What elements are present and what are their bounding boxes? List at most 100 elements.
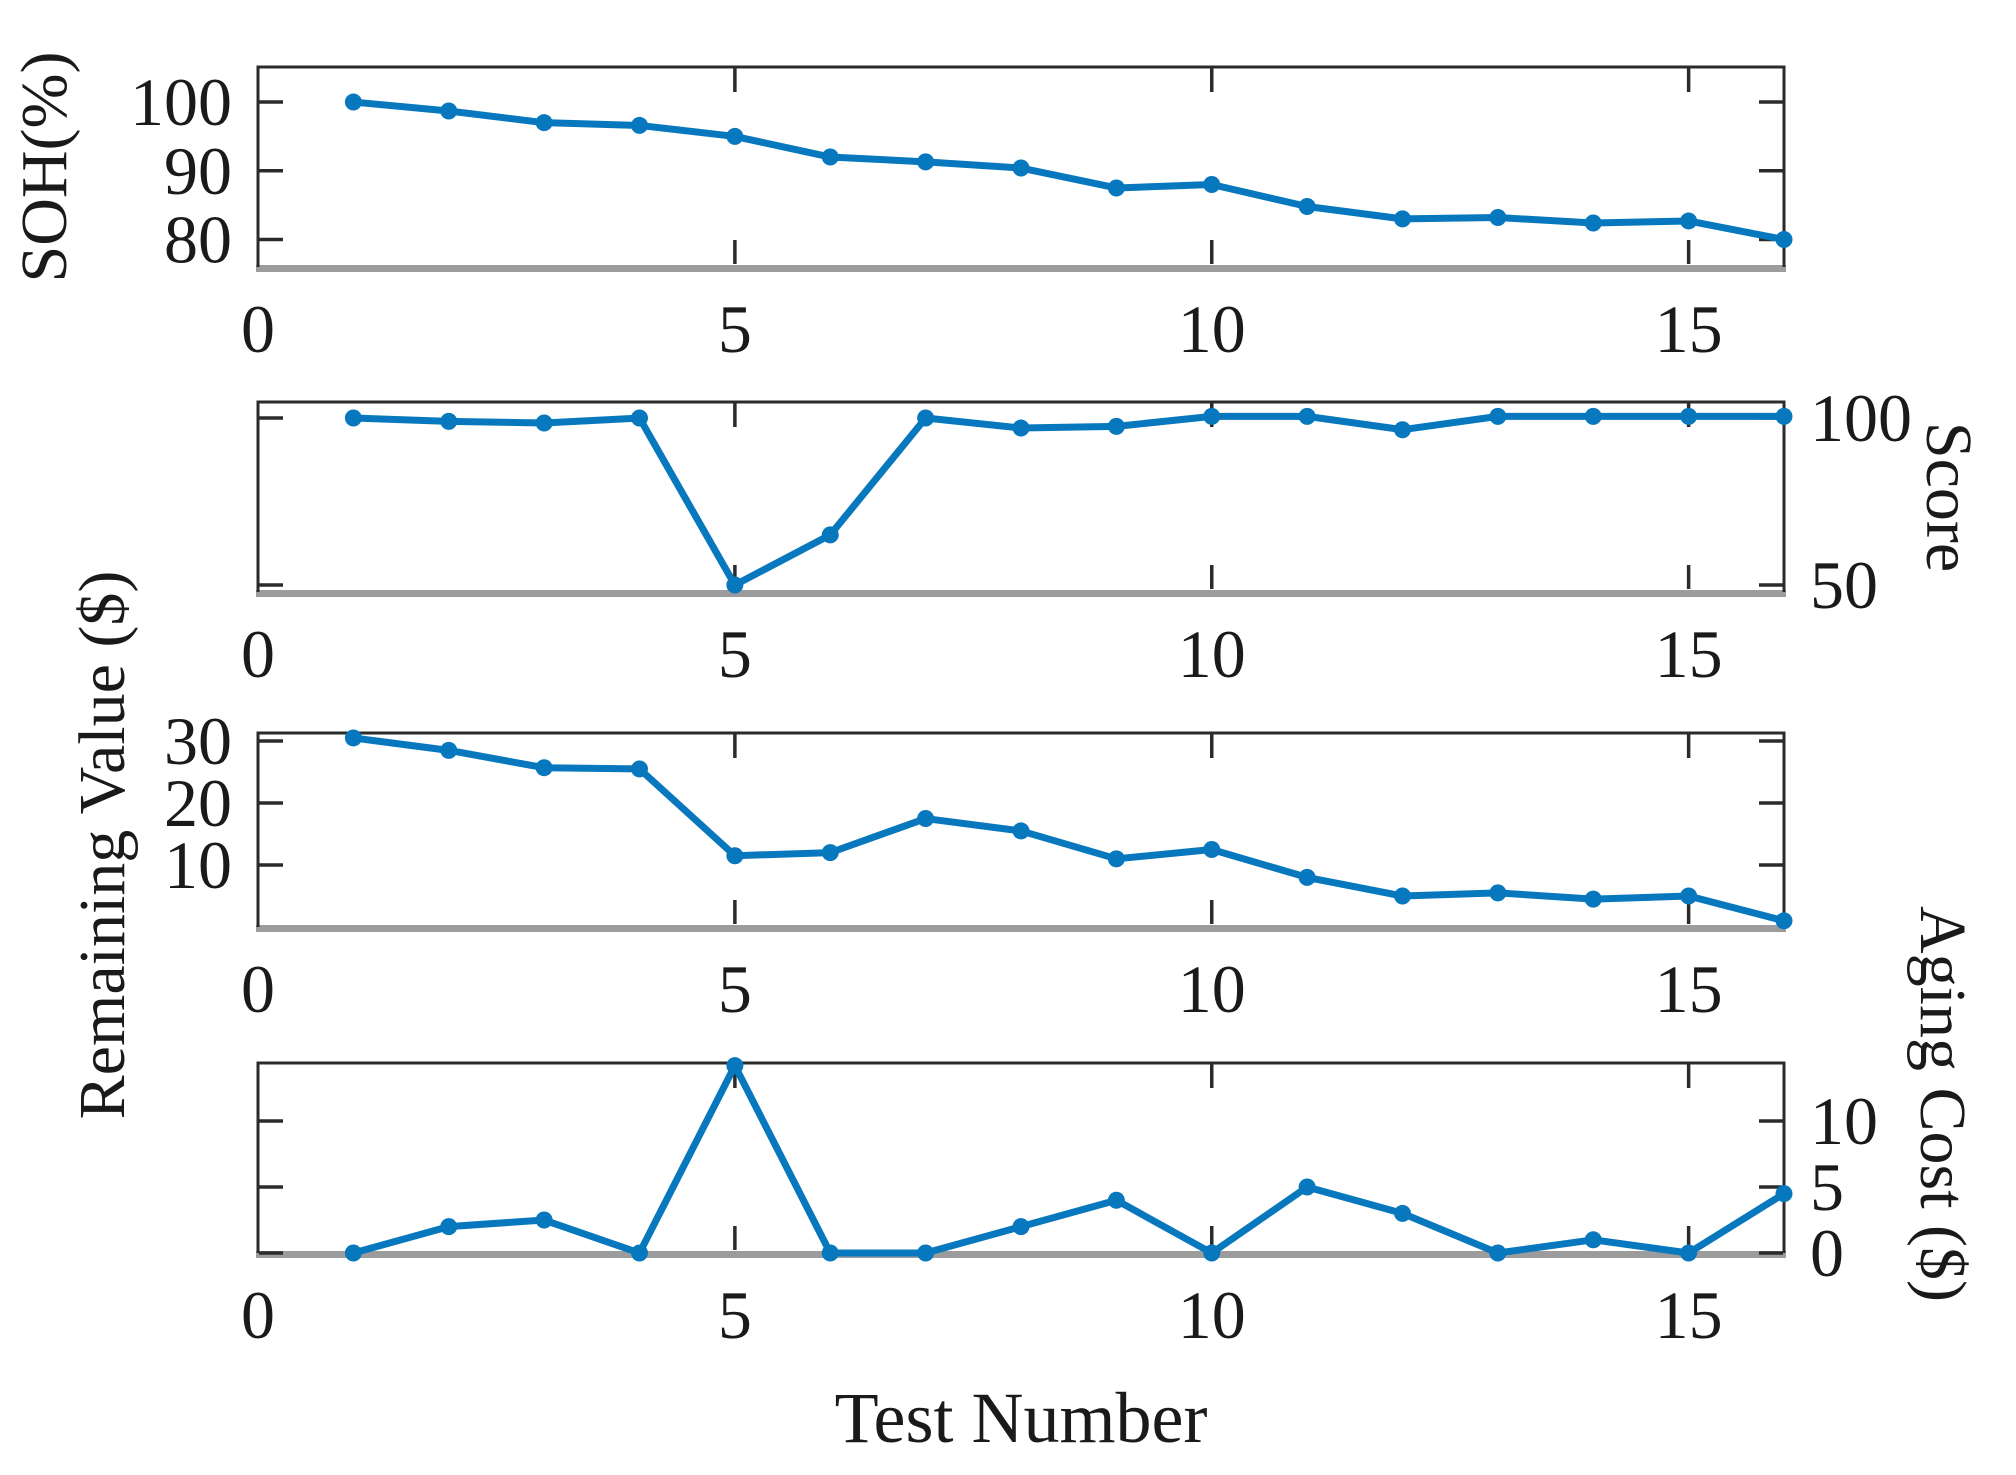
subplot-3-data-point [1489,884,1507,902]
subplot-2-ytick-label: 50 [1810,547,1878,623]
subplot-1-data-point [535,114,553,132]
subplot-3-data-point [821,844,839,862]
subplot-4-data-point [1489,1244,1507,1262]
subplot-2-data-point [726,576,744,594]
subplot-3-data-point [1203,841,1221,859]
subplot-2-xtick-label: 5 [718,616,752,692]
subplot-2-data-point [1012,419,1030,437]
subplot-2-data-point [631,409,648,427]
subplot-2-xtick-label: 15 [1655,616,1723,692]
subplot-1-xtick-label: 5 [718,291,752,367]
subplot-4-data-point [726,1057,744,1075]
subplot-1-data-point [1775,231,1793,249]
subplot-2-data-point [1298,407,1316,425]
subplot-4-xtick-label: 5 [718,1277,752,1353]
subplot-3-ytick-label: 20 [164,765,232,841]
subplot-2-data-point [440,412,458,430]
subplot-1-data-line [349,98,1788,244]
subplot-2-data-point [917,409,935,427]
subplot-3-data-point [1107,850,1125,868]
subplot-3-xtick-label: 0 [241,951,275,1027]
subplot-2-xtick-label: 10 [1178,616,1246,692]
subplot-1-data-point [1203,176,1221,194]
subplot-1-data-point [1107,179,1125,197]
subplot-3-data-line [349,734,1788,925]
subplot-4-data-point [535,1211,553,1229]
subplot-4-data-point [1775,1185,1793,1203]
subplot-3-data-point [440,741,458,759]
subplot-2-data-point [344,409,362,427]
subplot-4-xtick-label: 15 [1655,1277,1723,1353]
subplot-4-data-point [344,1244,362,1262]
subplot-1-baseline [256,265,1786,272]
subplot-4-data-point [440,1218,458,1236]
subplot2-y-axis-label: Score [1912,421,1985,573]
subplot-4-data-point [1680,1244,1698,1262]
subplot-4-ytick-label: 0 [1810,1215,1844,1291]
subplot-4-data-point [821,1244,839,1262]
subplot-4-data-point [1203,1244,1221,1262]
subplot1-y-axis-label: SOH(%) [8,51,81,283]
subplot-3-ytick-label: 30 [164,703,232,779]
subplot-2-data-point [1489,407,1507,425]
subplot-3-ytick-label: 10 [164,827,232,903]
subplot-3-xtick-label: 5 [718,951,752,1027]
subplot-1-data-point [1012,159,1030,177]
subplot-2-data-point [535,414,553,432]
subplot-4-xtick-label: 10 [1178,1277,1246,1353]
subplot-4-data-point [1107,1191,1125,1209]
subplot-2-data-point [1584,407,1602,425]
subplot-3-baseline [256,925,1786,932]
subplot-3-data-point [1680,887,1698,905]
subplot-4-baseline [256,1251,1786,1258]
subplot-1-ytick-label: 90 [164,133,232,209]
subplot-3-data-point [631,760,648,778]
subplot-4-data-point [1584,1231,1602,1249]
subplot-1-data-point [1394,210,1411,228]
subplot3-y-axis-label: Remaining Value ($) [66,570,139,1120]
subplot-1-data-point [1680,212,1698,230]
subplot-1-data-point [1298,198,1316,216]
subplot-3-data-point [1012,822,1030,840]
subplot-1-data-point [917,153,935,171]
subplot-2-data-point [1775,407,1793,425]
subplot-2-data-point [821,526,839,544]
subplot-1-xtick-label: 15 [1655,291,1723,367]
subplot-2-baseline [256,590,1786,597]
subplot-3-xtick-label: 15 [1655,951,1723,1027]
subplot-1-data-point [821,148,839,166]
subplot-2-data-line [349,412,1788,589]
subplot-4-data-point [917,1244,935,1262]
subplot-2-data-point [1394,421,1411,439]
subplot-3-xtick-label: 10 [1178,951,1246,1027]
x-axis-label: Test Number [834,1378,1208,1458]
subplot-4-xtick-label: 0 [241,1277,275,1353]
subplot-1-data-point [440,102,458,120]
subplot-1-ytick-label: 80 [164,202,232,278]
subplot-3-data-point [726,847,744,865]
subplot-1-data-point [726,127,744,145]
subplot-1-data-point [1489,209,1507,227]
subplot-1-data-point [631,116,648,134]
subplot-2-data-point [1203,407,1221,425]
subplot-1-xtick-label: 10 [1178,291,1246,367]
subplot-2-data-point [1680,407,1698,425]
subplot-1-xtick-label: 0 [241,291,275,367]
subplot-2-frame [256,400,1786,592]
subplot-3-data-point [344,729,362,747]
subplot-4-data-point [631,1244,648,1262]
subplot-4-data-point [1298,1178,1316,1196]
subplot-4-data-point [1394,1204,1411,1222]
subplot-2-ytick-label: 100 [1810,380,1912,456]
subplot-3-data-point [1584,890,1602,908]
subplot-4-data-line [349,1062,1788,1257]
subplot-3-data-point [917,810,935,828]
subplot4-y-axis-label: Aging Cost ($) [1906,906,1979,1302]
subplot-4-frame [256,1061,1786,1253]
subplot-4-ytick-label: 5 [1810,1149,1844,1225]
subplot-1-data-point [344,93,362,111]
subplot-3-data-point [1775,912,1793,930]
subplot-4-data-point [1012,1218,1030,1236]
